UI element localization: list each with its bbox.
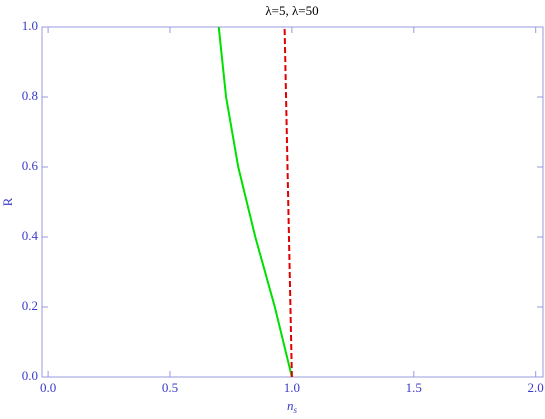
y-tick-label: 0.4 (22, 228, 39, 243)
line-series (217, 26, 293, 378)
plot-frame (41, 26, 544, 378)
y-tick-label: 0.6 (22, 158, 39, 173)
x-label-sub: s (293, 405, 297, 415)
chart-title: λ=5, λ=50 (265, 3, 318, 18)
x-tick-label: 0.5 (162, 380, 178, 395)
line-series (283, 26, 293, 378)
x-tick-label: 1.5 (406, 380, 422, 395)
y-tick-label: 1.0 (22, 18, 38, 33)
x-axis-label: ns (287, 398, 298, 415)
y-axis-label: R (0, 197, 15, 206)
x-tick-label: 0.0 (40, 380, 56, 395)
y-tick-label: 0.0 (22, 368, 38, 383)
y-tick-label: 0.8 (22, 88, 38, 103)
x-tick-label: 1.0 (284, 380, 300, 395)
y-tick-label: 0.2 (22, 298, 38, 313)
x-tick-label: 2.0 (528, 380, 544, 395)
x-label-base: n (287, 398, 294, 413)
